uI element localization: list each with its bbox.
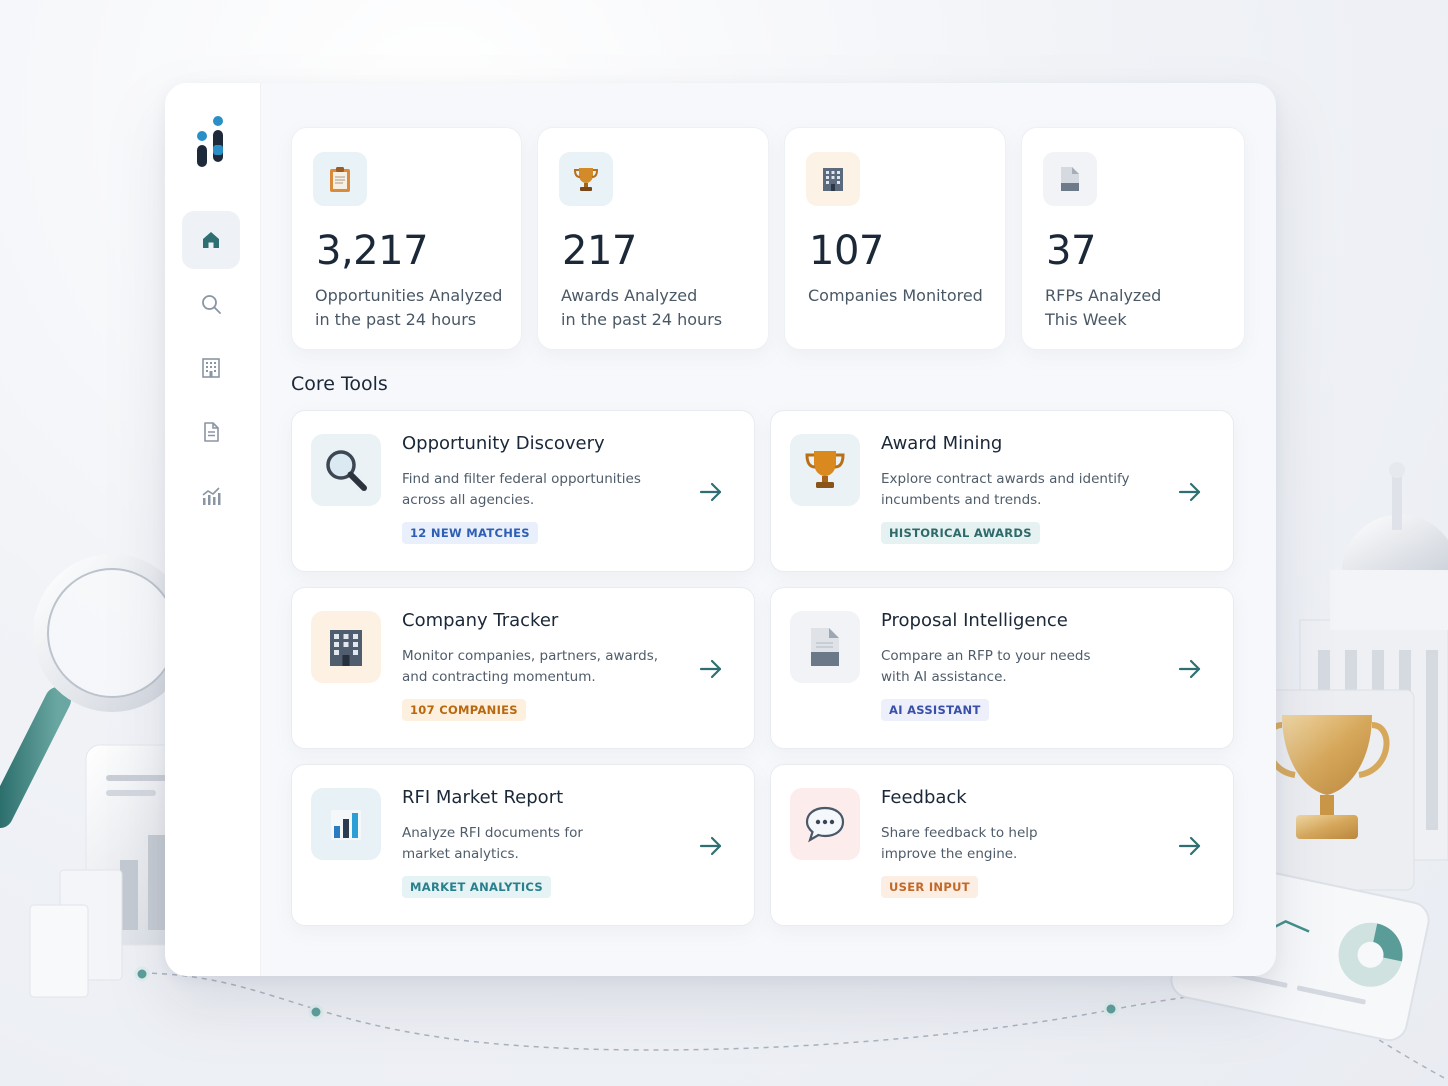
building-icon: [311, 611, 381, 683]
tool-description-line1: Share feedback to help: [881, 825, 1038, 841]
tool-description: Find and filter federal opportunities acr…: [402, 469, 662, 511]
section-title-core-tools: Core Tools: [291, 373, 388, 395]
brand-logo: [197, 116, 223, 167]
tool-description-line1: Explore contract awards and identify: [881, 471, 1130, 487]
arrow-right-icon[interactable]: [698, 481, 724, 503]
tool-description-line2: incumbents and trends.: [881, 492, 1042, 508]
tool-card-proposal-intelligence[interactable]: Proposal Intelligence Compare an RFP to …: [770, 587, 1234, 749]
analytics-icon: [202, 487, 221, 505]
tool-description-line1: Analyze RFI documents for: [402, 825, 583, 841]
tool-description: Share feedback to help improve the engine…: [881, 823, 1141, 865]
tool-description: Explore contract awards and identify incu…: [881, 469, 1141, 511]
search-icon: [202, 295, 221, 314]
tool-card-rfi-market-report[interactable]: RFI Market Report Analyze RFI documents …: [291, 764, 755, 926]
tool-description: Analyze RFI documents for market analytic…: [402, 823, 662, 865]
stat-card-awards: 217 Awards Analyzed in the past 24 hours: [537, 127, 769, 350]
stat-value: 107: [809, 228, 884, 274]
stat-card-companies: 107 Companies Monitored: [784, 127, 1006, 350]
stat-label-line1: Awards Analyzed: [561, 286, 698, 305]
bar-chart-icon: [311, 788, 381, 860]
stat-label: Awards Analyzed in the past 24 hours: [561, 284, 722, 332]
tool-description: Monitor companies, partners, awards, and …: [402, 646, 662, 688]
arrow-right-icon[interactable]: [1177, 658, 1203, 680]
tool-title: Opportunity Discovery: [402, 433, 605, 454]
tool-description-line2: and contracting momentum.: [402, 669, 596, 685]
stat-value: 37: [1046, 228, 1096, 274]
document-icon: [1043, 152, 1097, 206]
stat-card-rfps: 37 RFPs Analyzed This Week: [1021, 127, 1245, 350]
stat-value: 217: [562, 228, 637, 274]
nav-home[interactable]: [182, 211, 240, 269]
tool-badge: HISTORICAL AWARDS: [881, 522, 1040, 544]
tool-description-line1: Find and filter federal opportunities: [402, 471, 641, 487]
stat-label-line1: RFPs Analyzed: [1045, 286, 1162, 305]
tool-description-line2: with AI assistance.: [881, 669, 1007, 685]
chat-bubble-icon: [790, 788, 860, 860]
stat-card-opportunities: 3,217 Opportunities Analyzed in the past…: [291, 127, 522, 350]
stat-label: Companies Monitored: [808, 284, 983, 308]
stat-label-line1: Companies Monitored: [808, 286, 983, 305]
building-icon: [806, 152, 860, 206]
tool-description-line2: improve the engine.: [881, 846, 1018, 862]
tool-badge: 12 NEW MATCHES: [402, 522, 538, 544]
arrow-right-icon[interactable]: [1177, 481, 1203, 503]
magnifier-icon: [311, 434, 381, 506]
tool-title: Feedback: [881, 787, 967, 808]
nav-companies[interactable]: [182, 339, 240, 397]
arrow-right-icon[interactable]: [1177, 835, 1203, 857]
app-window: 3,217 Opportunities Analyzed in the past…: [165, 83, 1276, 976]
stat-label-line2: in the past 24 hours: [315, 310, 477, 329]
tool-title: Award Mining: [881, 433, 1003, 454]
sidebar: [165, 83, 261, 976]
tool-description-line2: market analytics.: [402, 846, 519, 862]
tool-description-line1: Compare an RFP to your needs: [881, 648, 1091, 664]
arrow-right-icon[interactable]: [698, 658, 724, 680]
nav-search[interactable]: [182, 275, 240, 333]
stat-label-line1: Opportunities Analyzed: [315, 286, 503, 305]
tool-badge: MARKET ANALYTICS: [402, 876, 551, 898]
nav-documents[interactable]: [182, 403, 240, 461]
stat-label: RFPs Analyzed This Week: [1045, 284, 1161, 332]
arrow-right-icon[interactable]: [698, 835, 724, 857]
tool-description-line2: across all agencies.: [402, 492, 535, 508]
nav-analytics[interactable]: [182, 467, 240, 525]
tool-description: Compare an RFP to your needs with AI assi…: [881, 646, 1141, 688]
trophy-icon: [559, 152, 613, 206]
tool-card-company-tracker[interactable]: Company Tracker Monitor companies, partn…: [291, 587, 755, 749]
tool-badge: AI ASSISTANT: [881, 699, 989, 721]
stat-label-line2: This Week: [1045, 310, 1127, 329]
document-icon: [204, 422, 219, 442]
tool-card-feedback[interactable]: Feedback Share feedback to help improve t…: [770, 764, 1234, 926]
tool-title: Company Tracker: [402, 610, 559, 631]
tool-title: RFI Market Report: [402, 787, 564, 808]
tool-card-award-mining[interactable]: Award Mining Explore contract awards and…: [770, 410, 1234, 572]
stat-label-line2: in the past 24 hours: [561, 310, 723, 329]
stat-label: Opportunities Analyzed in the past 24 ho…: [315, 284, 502, 332]
trophy-icon: [790, 434, 860, 506]
tool-badge: USER INPUT: [881, 876, 978, 898]
clipboard-icon: [313, 152, 367, 206]
tool-card-opportunity-discovery[interactable]: Opportunity Discovery Find and filter fe…: [291, 410, 755, 572]
tool-badge: 107 COMPANIES: [402, 699, 526, 721]
tool-title: Proposal Intelligence: [881, 610, 1068, 631]
document-icon: [790, 611, 860, 683]
stat-value: 3,217: [316, 228, 429, 274]
tool-description-line1: Monitor companies, partners, awards,: [402, 648, 659, 664]
home-icon: [203, 232, 219, 248]
building-icon: [202, 358, 220, 378]
